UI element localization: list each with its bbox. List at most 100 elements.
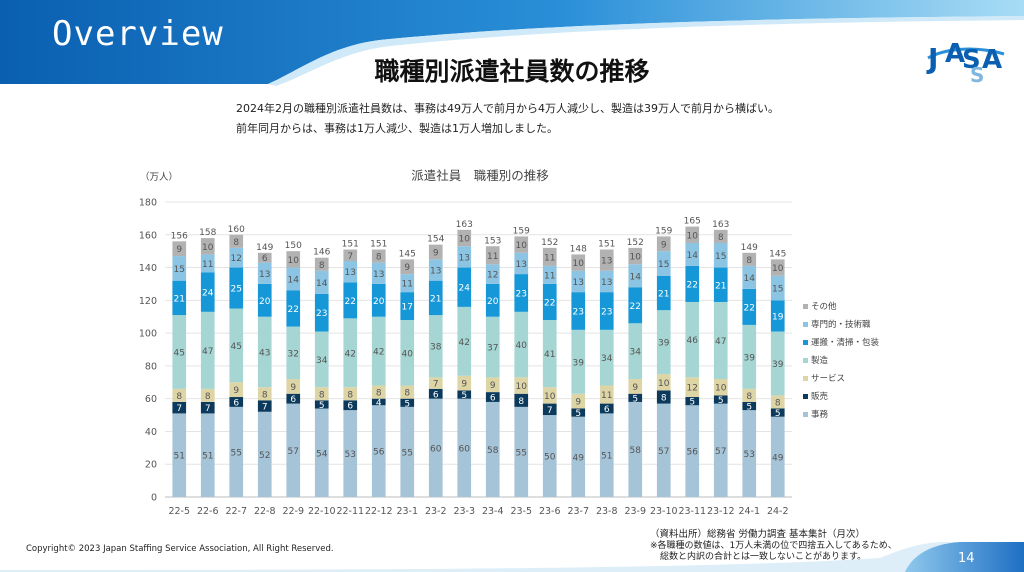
data-label: 24 xyxy=(202,289,214,299)
data-label: 10 xyxy=(288,256,300,266)
bar-segment xyxy=(628,393,643,402)
data-label: 10 xyxy=(715,384,727,394)
data-label: 13 xyxy=(601,278,612,288)
bar-segment xyxy=(770,275,785,301)
data-label: 8 xyxy=(376,253,382,263)
bar-segment xyxy=(571,254,586,271)
x-tick-label: 22-12 xyxy=(365,506,393,517)
data-label: 7 xyxy=(205,404,211,414)
bar-segment xyxy=(371,385,386,399)
bar-segment xyxy=(257,283,272,317)
bar-segment xyxy=(286,251,301,268)
data-label: 11 xyxy=(601,391,612,401)
data-label: 55 xyxy=(516,448,527,458)
bar-segment xyxy=(457,306,472,376)
data-label: 15 xyxy=(174,265,185,275)
x-tick-label: 22-11 xyxy=(336,506,364,517)
total-label: 150 xyxy=(285,241,302,251)
legend-swatch xyxy=(803,322,808,327)
bar-segment xyxy=(713,403,728,497)
data-label: 51 xyxy=(174,452,185,462)
bar-segment xyxy=(542,283,557,320)
data-label: 39 xyxy=(772,360,784,370)
legend-swatch xyxy=(803,358,808,363)
data-label: 11 xyxy=(202,260,213,270)
bar-segment xyxy=(713,229,728,243)
data-label: 10 xyxy=(687,231,699,241)
data-label: 13 xyxy=(573,278,584,288)
data-label: 7 xyxy=(262,403,268,413)
x-tick-label: 23-5 xyxy=(510,506,532,517)
data-label: 8 xyxy=(176,392,182,402)
data-label: 6 xyxy=(604,405,610,415)
bar-segment xyxy=(314,331,329,388)
data-label: 8 xyxy=(746,256,752,266)
data-label: 21 xyxy=(174,294,185,304)
data-label: 12 xyxy=(487,271,498,281)
data-label: 4 xyxy=(376,398,382,408)
total-label: 153 xyxy=(484,236,501,246)
x-tick-label: 23-4 xyxy=(482,506,504,517)
bar-segment xyxy=(599,292,614,330)
data-label: 14 xyxy=(687,251,699,261)
bar-segment xyxy=(656,236,671,252)
total-label: 154 xyxy=(427,235,444,245)
total-label: 152 xyxy=(627,238,644,248)
bar-segment xyxy=(343,318,358,388)
bar-segment xyxy=(656,390,671,404)
bar-segment xyxy=(314,400,329,409)
x-tick-label: 23-7 xyxy=(567,506,589,517)
bar-segment xyxy=(371,262,386,284)
data-label: 58 xyxy=(487,446,499,456)
bar-segment xyxy=(656,374,671,391)
data-label: 5 xyxy=(718,396,724,406)
bar-segment xyxy=(685,226,700,243)
data-label: 34 xyxy=(630,348,642,358)
data-label: 8 xyxy=(775,398,781,408)
legend-swatch xyxy=(803,304,808,309)
bar-segment xyxy=(742,401,757,411)
data-label: 23 xyxy=(316,309,327,319)
summary-line-2: 前年同月からは、事務は1万人減少、製造は1万人増加しました。 xyxy=(236,122,558,135)
bar-segment xyxy=(200,388,215,402)
data-label: 7 xyxy=(433,380,439,390)
data-label: 57 xyxy=(658,447,669,457)
data-label: 20 xyxy=(487,297,499,307)
data-label: 21 xyxy=(430,294,441,304)
bar-segment xyxy=(542,265,557,284)
section-label: Overview xyxy=(52,14,224,54)
data-label: 11 xyxy=(402,280,413,290)
data-label: 17 xyxy=(402,303,413,313)
bar-segment xyxy=(286,326,301,379)
bar-segment xyxy=(172,388,187,402)
bar-segment xyxy=(514,252,529,275)
data-label: 7 xyxy=(176,404,182,414)
page-number: 14 xyxy=(958,551,975,566)
bar-segment xyxy=(770,408,785,417)
bar-segment xyxy=(286,403,301,497)
data-label: 42 xyxy=(345,349,356,359)
data-label: 8 xyxy=(205,392,211,402)
bar-segment xyxy=(286,379,301,394)
bar-segment xyxy=(172,315,187,389)
bar-segment xyxy=(742,324,757,389)
data-label: 21 xyxy=(658,289,669,299)
data-label: 8 xyxy=(746,392,752,402)
bar-segment xyxy=(685,405,700,497)
data-label: 6 xyxy=(233,398,239,408)
bar-segment xyxy=(685,242,700,266)
data-label: 6 xyxy=(290,395,296,405)
data-label: 5 xyxy=(404,399,410,409)
bar-segment xyxy=(457,375,472,391)
data-label: 24 xyxy=(459,284,471,294)
bar-segment xyxy=(400,274,415,293)
data-label: 25 xyxy=(231,285,242,295)
bar-segment xyxy=(656,275,671,311)
total-label: 156 xyxy=(171,231,188,241)
bar-segment xyxy=(542,387,557,404)
chart-title: 派遣社員 職種別の推移 xyxy=(411,168,549,183)
data-label: 13 xyxy=(345,268,356,278)
bar-segment xyxy=(457,267,472,307)
bar-segment xyxy=(286,393,301,404)
bar-segment xyxy=(428,315,443,378)
